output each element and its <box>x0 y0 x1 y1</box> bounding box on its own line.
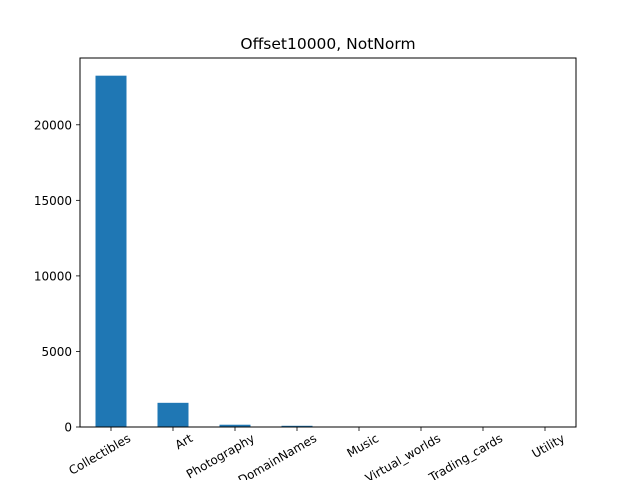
bar-art <box>158 403 189 427</box>
y-tick-label: 15000 <box>34 194 72 208</box>
y-tick-label: 5000 <box>41 345 72 359</box>
bar-collectibles <box>96 76 127 427</box>
y-tick-label: 10000 <box>34 269 72 283</box>
chart-title: Offset10000, NotNorm <box>240 35 415 53</box>
y-tick-label: 0 <box>64 421 72 435</box>
y-tick-label: 20000 <box>34 118 72 132</box>
